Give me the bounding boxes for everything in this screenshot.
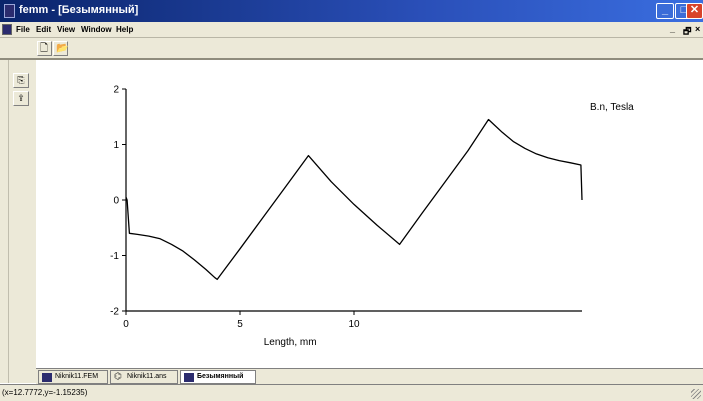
cursor-coordinates: (x=12.7772,y=-1.15235) <box>2 388 88 397</box>
mdi-close-button[interactable]: × <box>695 24 701 34</box>
x-tick-label: 10 <box>348 319 360 330</box>
y-tick-label: -2 <box>110 307 119 318</box>
export-icon: ⇪ <box>17 93 25 103</box>
tab-label: Niknik11.ans <box>127 373 167 380</box>
plot-doc-icon <box>184 373 194 382</box>
close-button[interactable]: ✕ <box>686 3 703 19</box>
open-folder-icon: 📂 <box>56 43 69 54</box>
menu-bar: File Edit View Window Help _ 🗗 × <box>0 22 703 38</box>
document-icon[interactable] <box>2 24 12 35</box>
legend-label: B.n, Tesla <box>590 102 634 113</box>
tab-label: Niknik11.FEM <box>55 373 99 380</box>
tab-bezymyannyi[interactable]: Безымянный <box>180 370 256 384</box>
series-line-0 <box>125 118 583 281</box>
x-tick-label: 5 <box>237 319 243 330</box>
plot-area: 2 1 0 -1 -2 0 5 10 Length, mm B.n, Tesla <box>36 60 703 368</box>
title-bar: femm - [Безымянный] _ □ ✕ <box>0 0 703 22</box>
menu-view[interactable]: View <box>57 25 76 34</box>
new-file-button[interactable]: 🗋 <box>37 41 52 56</box>
resize-grip[interactable] <box>691 389 701 399</box>
minimize-button[interactable]: _ <box>656 3 674 19</box>
copy-icon: ⎘ <box>17 75 25 85</box>
status-bar: (x=12.7772,y=-1.15235) <box>0 384 703 401</box>
tab-niknik11-fem[interactable]: Niknik11.FEM <box>38 370 108 384</box>
menu-edit[interactable]: Edit <box>36 25 52 34</box>
toolbar: 🗋 📂 <box>0 38 703 60</box>
menu-help[interactable]: Help <box>116 25 134 34</box>
tab-label: Безымянный <box>197 373 244 380</box>
document-tabs: Niknik11.FEM ⌬ Niknik11.ans Безымянный <box>36 368 703 384</box>
tab-niknik11-ans[interactable]: ⌬ Niknik11.ans <box>110 370 178 384</box>
mdi-restore-button[interactable]: 🗗 <box>683 26 692 36</box>
y-tick-label: -1 <box>110 251 119 262</box>
fem-doc-icon <box>42 373 52 382</box>
y-tick-label: 1 <box>113 140 119 151</box>
x-axis-label: Length, mm <box>264 337 317 348</box>
copy-plot-button[interactable]: ⎘ <box>13 73 29 88</box>
menu-file[interactable]: File <box>16 25 30 34</box>
y-tick-label: 0 <box>113 196 119 207</box>
window-title: femm - [Безымянный] <box>19 4 139 16</box>
menu-window[interactable]: Window <box>81 25 112 34</box>
new-file-icon: 🗋 <box>40 43 49 54</box>
left-toolbar: ⎘ ⇪ <box>0 60 36 383</box>
export-plot-button[interactable]: ⇪ <box>13 91 29 106</box>
left-edge <box>0 60 9 383</box>
mdi-minimize-button[interactable]: _ <box>670 24 676 34</box>
y-tick-label: 2 <box>113 85 119 96</box>
output-doc-icon: ⌬ <box>114 371 122 381</box>
open-file-button[interactable]: 📂 <box>53 41 68 56</box>
app-icon[interactable] <box>4 4 15 18</box>
x-tick-label: 0 <box>123 319 129 330</box>
